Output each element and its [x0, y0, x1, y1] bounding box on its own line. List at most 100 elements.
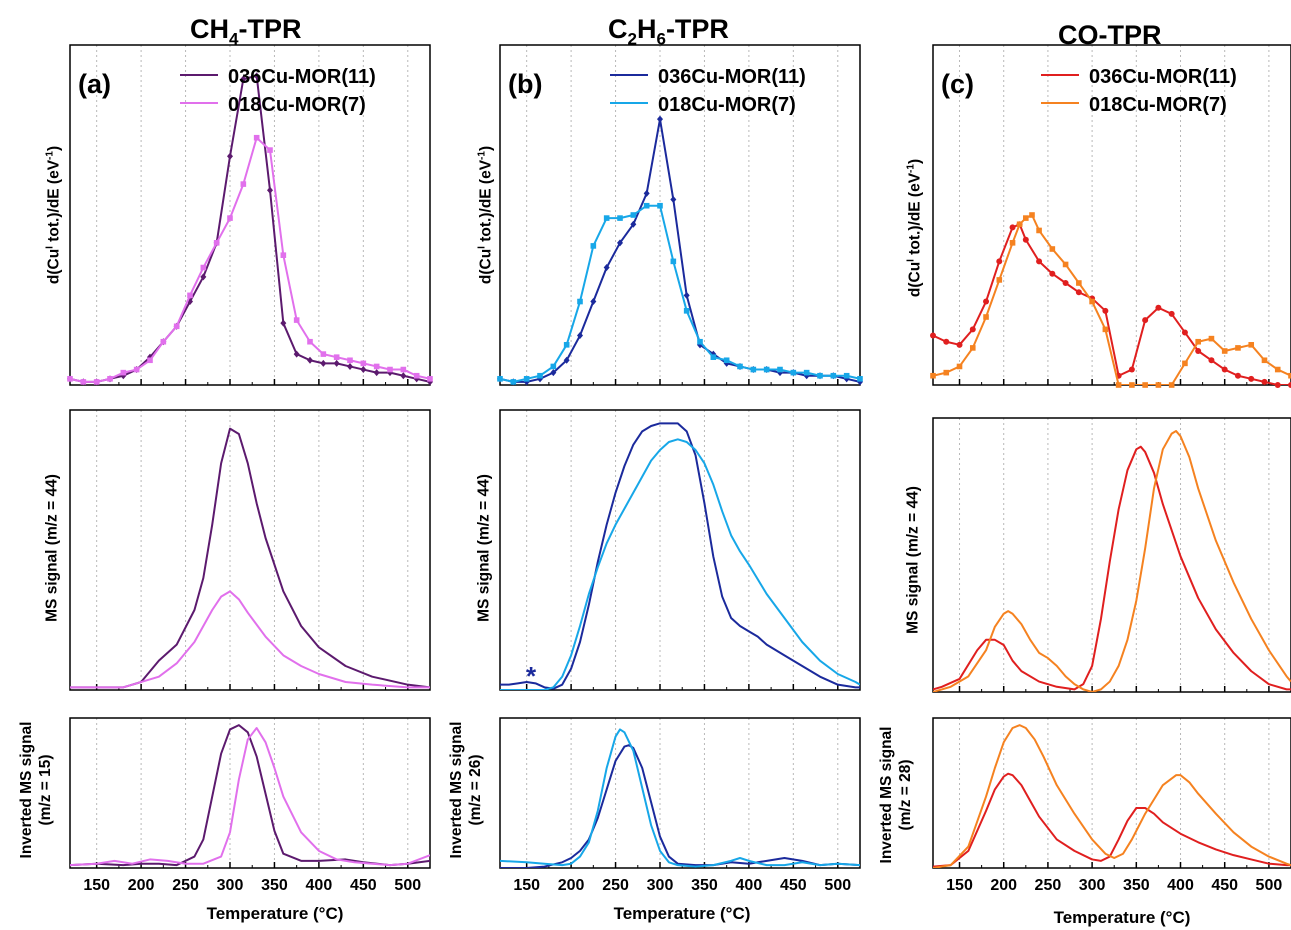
panel-c-xas-series-1-point-28	[1274, 366, 1281, 373]
panel-c-xas-series-1-point-26	[1248, 342, 1255, 348]
panel-a-xas-series-0-point-12	[227, 152, 233, 160]
panel-b-xas-series-1-point-10	[630, 212, 637, 218]
xlabel-b: Temperature (°C)	[613, 904, 751, 923]
panel-c-xas-series-0-point-8	[1022, 236, 1029, 243]
panel-a-xas-series-1-point-4	[120, 369, 127, 376]
panel-c-xas-series-0-point-18	[1155, 304, 1162, 311]
panel-a-xas-series-1-point-20	[333, 354, 340, 360]
panel-a-xas-series-1-point-12	[227, 215, 233, 221]
panel-a-xas-series-0-point-15	[267, 186, 273, 194]
panel-a-inv-ticklabel-350: 350	[261, 877, 288, 894]
panel-a-xas-series-1-point-8	[173, 323, 180, 330]
panel-a-xas-series-0-point-10	[200, 273, 207, 281]
panel-b-xas-series-1-point-16	[710, 354, 717, 360]
panel-b-inv-series-1-line	[500, 728, 860, 868]
xlabel-a: Temperature (°C)	[206, 904, 344, 923]
panel-c-xas-series-1-point-9	[1029, 212, 1035, 218]
legend-b-label-0: 036Cu-MOR(11)	[658, 66, 806, 88]
panel-b-inv-ticklabel-400: 400	[736, 877, 763, 894]
panel-b-inv-ticklabel-450: 450	[780, 877, 807, 894]
panel-c-xas-series-0-point-9	[1036, 258, 1043, 265]
panel-c-xas-series-0-point-16	[1128, 366, 1135, 373]
panel-b-xas-frame	[499, 44, 861, 386]
xlabel-c: Temperature (°C)	[1053, 908, 1191, 927]
panel-c-xas-series-1-point-24	[1221, 348, 1228, 354]
panel-b-xas-series-1-point-23	[803, 369, 810, 376]
panel-c-xas-series-1-point-8	[1023, 215, 1029, 221]
panel-c-xas-series-0-point-5	[996, 258, 1003, 265]
panel-c-inv-ticklabel-400: 400	[1167, 877, 1194, 894]
panel-a-xas-series-1-point-14	[253, 134, 260, 141]
panel-c-inv-ticklabel-450: 450	[1211, 877, 1238, 894]
title-c2h6-rest: -TPR	[665, 14, 729, 44]
panel-b-xas-series-1-point-9	[617, 215, 623, 221]
panel-c-inv-ticklabel-200: 200	[990, 877, 1017, 894]
panel-a-inv-frame	[69, 717, 431, 869]
panel-c-xas-series-0-point-12	[1075, 289, 1082, 296]
panel-b-xas-series-1-point-7	[590, 243, 597, 249]
panel-c-xas-series-0-point-4	[983, 298, 990, 305]
legend-c-label-1: 018Cu-MOR(7)	[1089, 94, 1227, 116]
title-ch4-main: CH	[190, 14, 229, 44]
panel-b-xas-series-1-point-19	[750, 366, 757, 373]
panel-a-xas-series-1-point-17	[293, 317, 300, 323]
panel-a-xas-series-1-point-21	[347, 357, 353, 364]
panel-c-inv-ticklabel-250: 250	[1035, 877, 1062, 894]
panel-b-xas-series-0-point-7	[590, 298, 597, 306]
panel-b-xas-series-1-point-14	[683, 308, 690, 314]
panel-c-xas-series-0-point-14	[1102, 307, 1109, 314]
panel-a-xas-series-1-point-9	[187, 292, 193, 299]
panel-c-xas-series-1-point-25	[1235, 345, 1241, 351]
panel-c-inv-frame	[932, 717, 1291, 869]
panel-c-xas-frame	[932, 44, 1291, 386]
panel-b-xas-series-1-point-13	[670, 258, 677, 265]
panel-c-ms44-series-1-line	[933, 430, 1291, 692]
panel-b-xas-series-0-point-13	[670, 196, 677, 204]
title-c2h6-tpr: C2H6-TPR	[608, 14, 729, 49]
panel-b-xas-series-0-point-5	[563, 356, 570, 364]
panel-a-xas-series-1-point-22	[360, 360, 367, 367]
panel-c-xas-series-0-point-6	[1009, 224, 1016, 231]
panel-b-inv-ticklabel-500: 500	[824, 877, 851, 894]
panel-a-xas-series-1-point-24	[387, 366, 393, 373]
panel-c-xas-series-0-point-2	[956, 341, 963, 348]
panel-a-xas-series-1-point-1	[80, 379, 87, 385]
panel-b-xas-series-0-point-14	[683, 291, 690, 299]
panel-c-xas-series-1-point-29	[1288, 372, 1291, 379]
panel-a-xas-series-1-point-10	[200, 264, 207, 271]
panel-a-inv-ticklabel-200: 200	[128, 877, 155, 894]
panel-b-xas-series-1-point-0	[497, 376, 503, 382]
panel-c-xas-series-0-point-0	[930, 332, 936, 339]
panel-b-xas-series-0-point-4	[550, 369, 557, 377]
panel-c-xas-series-0-point-19	[1168, 310, 1175, 317]
panel-a-xas-series-1-point-23	[373, 363, 380, 370]
panel-c-xas-series-0-point-27	[1274, 382, 1281, 388]
panel-c-xas-series-1-point-0	[930, 372, 936, 379]
panel-b-xas-series-0-point-8	[603, 264, 610, 272]
panel-c-xas-series-1-point-11	[1049, 246, 1056, 252]
panel-a-xas-series-0-point-20	[333, 359, 340, 367]
panel-c-inv-series-0-line	[933, 772, 1291, 868]
panel-c-xas-series-1-point-5	[996, 277, 1003, 283]
title-ch4-rest: -TPR	[238, 14, 302, 44]
panel-a-xas-series-1-point-25	[400, 366, 407, 373]
panel-a-xas-series-0-point-22	[360, 366, 367, 374]
panel-letter-c: (c)	[941, 69, 974, 99]
panel-a-ms44-frame	[69, 409, 431, 691]
panel-a-xas-series-1-point-13	[240, 181, 247, 187]
panel-c-xas-series-0-point-10	[1049, 270, 1056, 277]
panel-letter-a: (a)	[78, 69, 111, 99]
panel-a-xas-series-0-point-16	[280, 319, 287, 327]
panel-b-xas-series-1-line	[500, 204, 860, 383]
panel-c-xas-series-0-point-1	[943, 338, 950, 345]
panel-a-xas-series-0-point-17	[293, 350, 300, 358]
panel-a-xas-series-1-point-16	[280, 252, 287, 258]
panel-c-xas-series-1-point-23	[1208, 335, 1215, 342]
panel-a-xas-series-1-point-26	[413, 372, 420, 379]
title-c2h6-sub2: 6	[656, 29, 666, 49]
panel-c-xas-series-1-point-1	[943, 369, 950, 376]
panel-a-xas-series-1-point-2	[93, 379, 100, 385]
panel-a-xas-series-0-point-21	[347, 362, 353, 370]
panel-c-xas-series-0-point-26	[1261, 378, 1268, 385]
